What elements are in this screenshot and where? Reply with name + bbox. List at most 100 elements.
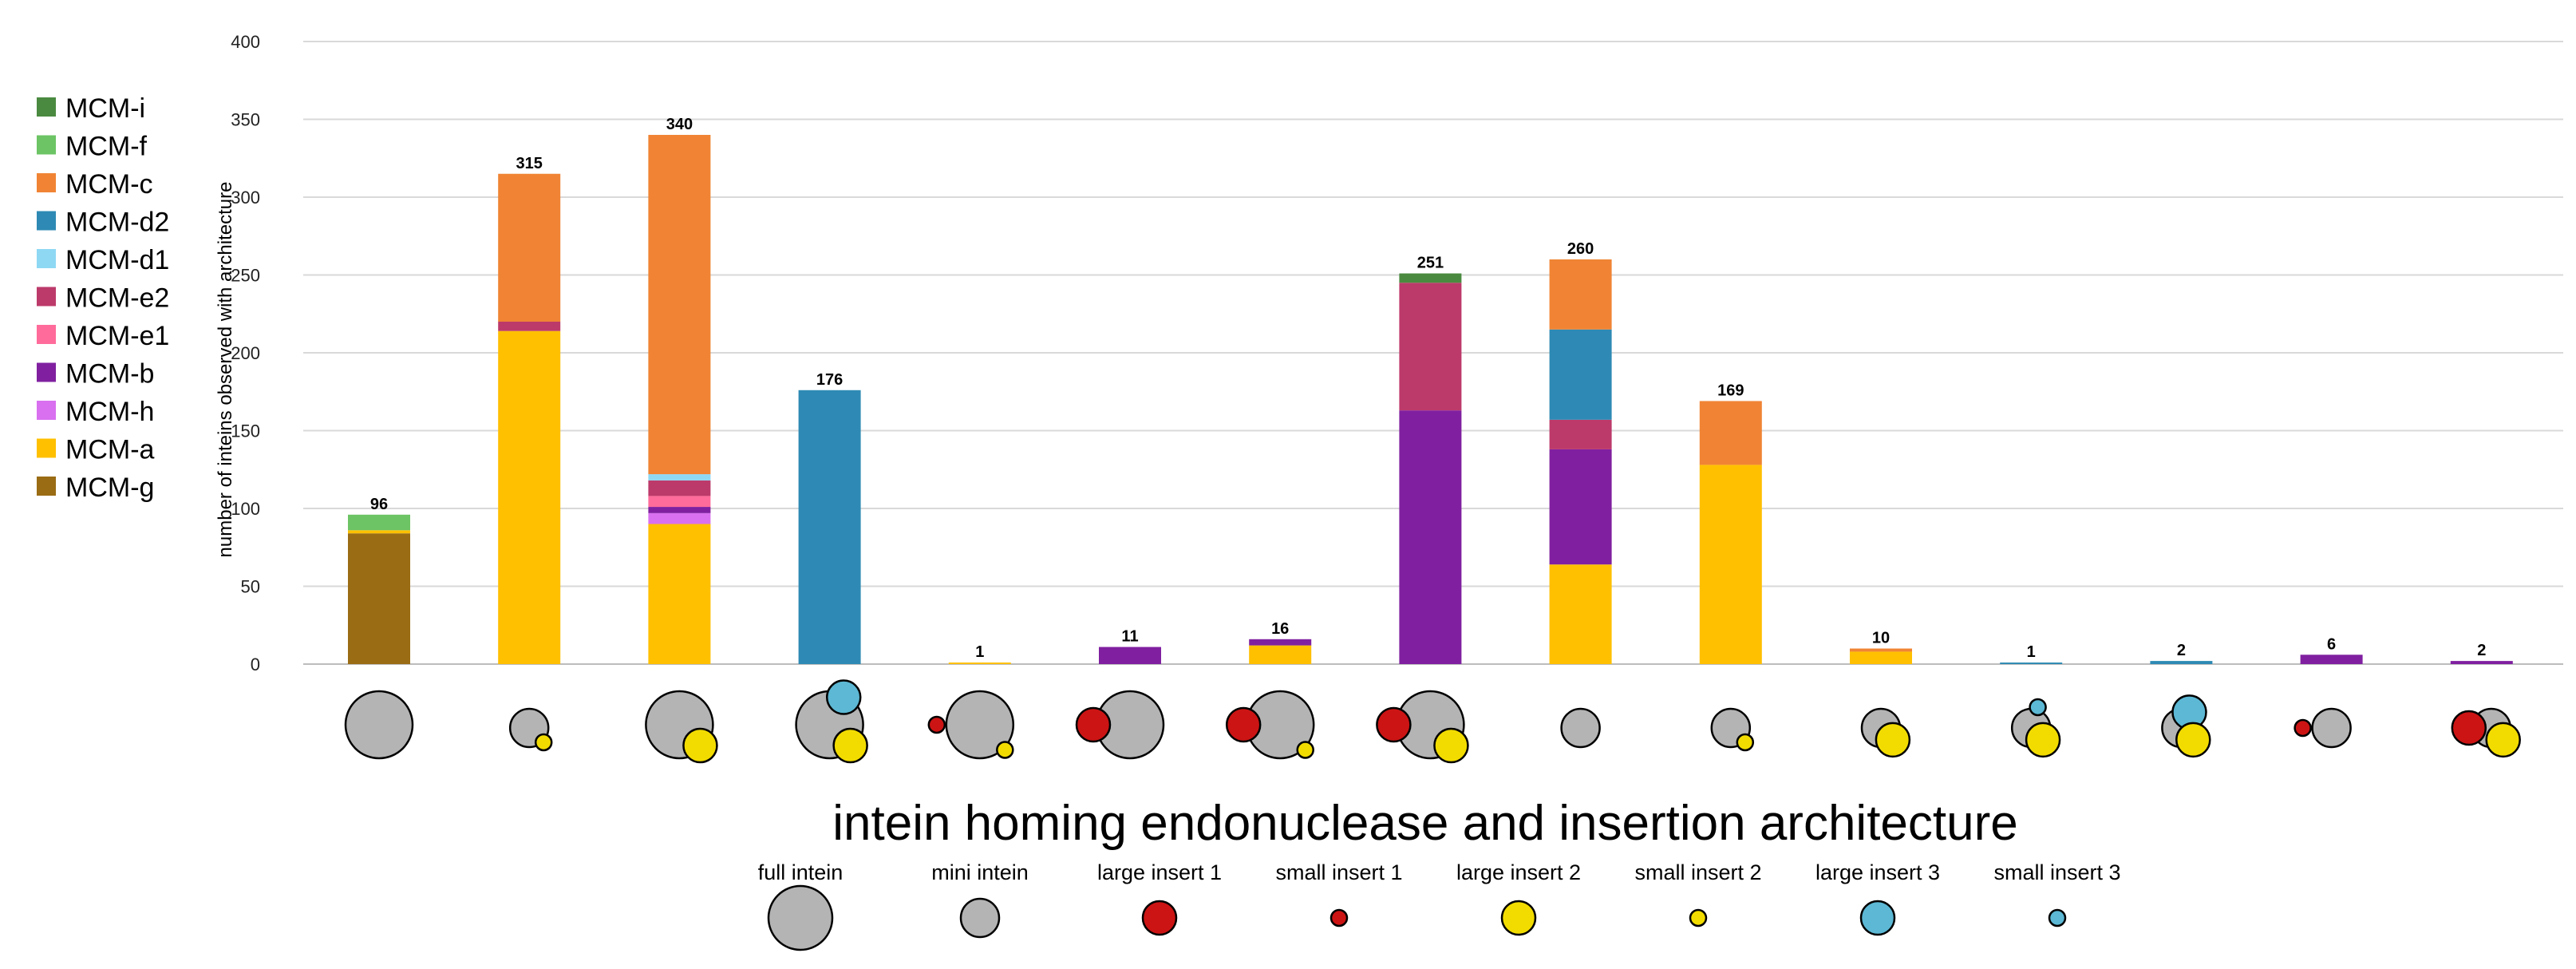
legend-swatch-mcm-d2 (37, 211, 56, 231)
bar-3-mcm-a (648, 524, 711, 664)
bar-8-mcm-e2 (1399, 283, 1462, 411)
key-li2-icon (1500, 900, 1537, 936)
legend-label-mcm-c: MCM-c (65, 169, 153, 200)
bar-2-mcm-c (498, 173, 561, 322)
bar-2-mcm-a (498, 330, 561, 664)
legend-label-mcm-g: MCM-g (65, 473, 154, 503)
legend-swatch-mcm-i (37, 97, 56, 117)
legend-label-mcm-b: MCM-b (65, 359, 154, 390)
arch-15-li1-icon (2451, 710, 2487, 746)
y-axis-ticks: 0 50 100 150 200 250 300 350 400 (231, 32, 260, 674)
arch-10-si2-icon (1736, 733, 1755, 752)
legend-swatch-mcm-g (37, 477, 56, 496)
legend-swatch-mcm-c (37, 173, 56, 192)
bar-5-mcm-a (948, 662, 1011, 664)
bar-8-mcm-i (1399, 273, 1462, 283)
legend-label-mcm-d1: MCM-d1 (65, 245, 169, 275)
legend-swatch-mcm-d1 (37, 249, 56, 268)
bar-9-mcm-e2 (1549, 419, 1612, 449)
bar-7-mcm-b (1249, 639, 1312, 646)
total-label-3: 340 (666, 116, 693, 133)
series-legend: MCM-i MCM-f MCM-c MCM-d2 MCM-d1 MCM-e2 MCM-e1 M… (37, 93, 169, 503)
total-label-10: 169 (1717, 382, 1744, 399)
arch-5-full-icon (945, 690, 1015, 760)
bar-11-mcm-a (1850, 651, 1912, 664)
key-label-full: full intein (758, 860, 844, 884)
bar-4-mcm-d2 (798, 390, 861, 664)
architecture-icons (344, 679, 2521, 764)
key-full-icon (767, 884, 834, 951)
legend-label-mcm-a: MCM-a (65, 435, 155, 465)
arch-8-li2-icon (1433, 727, 1469, 764)
legend-label-mcm-e1: MCM-e1 (65, 321, 169, 351)
total-label-9: 260 (1567, 240, 1594, 258)
total-label-2: 315 (516, 155, 543, 172)
bar-12-mcm-d2 (2000, 662, 2063, 664)
key-label-li1: large insert 1 (1097, 860, 1222, 884)
bar-1-mcm-a (348, 530, 410, 534)
legend-swatch-mcm-e1 (37, 325, 56, 344)
arch-8-li1-icon (1376, 706, 1412, 743)
y-tick-350: 350 (231, 110, 260, 130)
key-label-si1: small insert 1 (1275, 860, 1402, 884)
y-tick-300: 300 (231, 188, 260, 208)
total-label-1: 96 (370, 496, 388, 513)
bar-10-mcm-c (1699, 401, 1762, 465)
bar-15-mcm-b (2450, 661, 2513, 664)
arch-13-li2-icon (2175, 722, 2211, 758)
legend-swatch-mcm-b (37, 362, 56, 382)
bar-14-mcm-b (2300, 655, 2363, 664)
key-label-li3: large insert 3 (1815, 860, 1940, 884)
total-label-4: 176 (816, 371, 843, 389)
y-tick-150: 150 (231, 421, 260, 441)
x-axis-label: intein homing endonuclease and insertion… (832, 796, 2018, 851)
total-label-15: 2 (2477, 642, 2486, 659)
bar-2-mcm-e2 (498, 322, 561, 331)
bar-11-mcm-c (1850, 648, 1912, 652)
total-label-13: 2 (2177, 642, 2186, 659)
bar-13-mcm-d2 (2150, 661, 2213, 664)
arch-14-si1-icon (2294, 718, 2312, 738)
architecture-key: full intein mini intein large insert 1 smal… (758, 860, 2121, 951)
arch-15-li2-icon (2485, 722, 2521, 758)
bar-7-mcm-a (1249, 645, 1312, 664)
arch-4-li3-icon (825, 679, 862, 715)
legend-swatch-mcm-h (37, 401, 56, 420)
bar-3-mcm-e1 (648, 496, 711, 508)
y-tick-100: 100 (231, 499, 260, 519)
arch-14-mini-icon (2311, 707, 2352, 749)
arch-12-li2-icon (2025, 722, 2061, 758)
key-si2-icon (1689, 908, 1708, 927)
arch-1-full-icon (344, 690, 414, 760)
bar-8-mcm-b (1399, 410, 1462, 664)
bar-3-mcm-d1 (648, 474, 711, 481)
key-si1-icon (1329, 908, 1349, 927)
total-label-8: 251 (1417, 255, 1444, 272)
key-mini-icon (959, 897, 1001, 939)
legend-swatch-mcm-f (37, 135, 56, 155)
arch-12-si3-icon (2029, 698, 2047, 717)
key-si3-icon (2048, 908, 2067, 927)
total-label-5: 1 (975, 643, 984, 661)
bar-6-mcm-b (1099, 647, 1161, 664)
y-tick-0: 0 (251, 655, 260, 674)
total-label-12: 1 (2027, 643, 2036, 661)
legend-label-mcm-d2: MCM-d2 (65, 208, 169, 238)
arch-2-si2-icon (534, 733, 553, 752)
y-axis-label: number of inteins observed with architec… (215, 182, 236, 558)
arch-5-si1-icon (927, 715, 946, 734)
total-label-11: 10 (1872, 630, 1890, 647)
bar-3-mcm-c (648, 135, 711, 475)
arch-4-li2-icon (832, 727, 868, 764)
legend-label-mcm-f: MCM-f (65, 132, 148, 162)
key-li3-icon (1859, 900, 1896, 936)
bar-9-mcm-a (1549, 564, 1612, 664)
bar-9-mcm-c (1549, 259, 1612, 330)
total-label-14: 6 (2327, 635, 2336, 653)
arch-6-li1-icon (1075, 706, 1112, 743)
arch-3-li2-icon (682, 727, 718, 764)
legend-swatch-mcm-e2 (37, 287, 56, 307)
arch-9-mini-icon (1560, 707, 1601, 749)
bar-1-mcm-g (348, 533, 410, 664)
